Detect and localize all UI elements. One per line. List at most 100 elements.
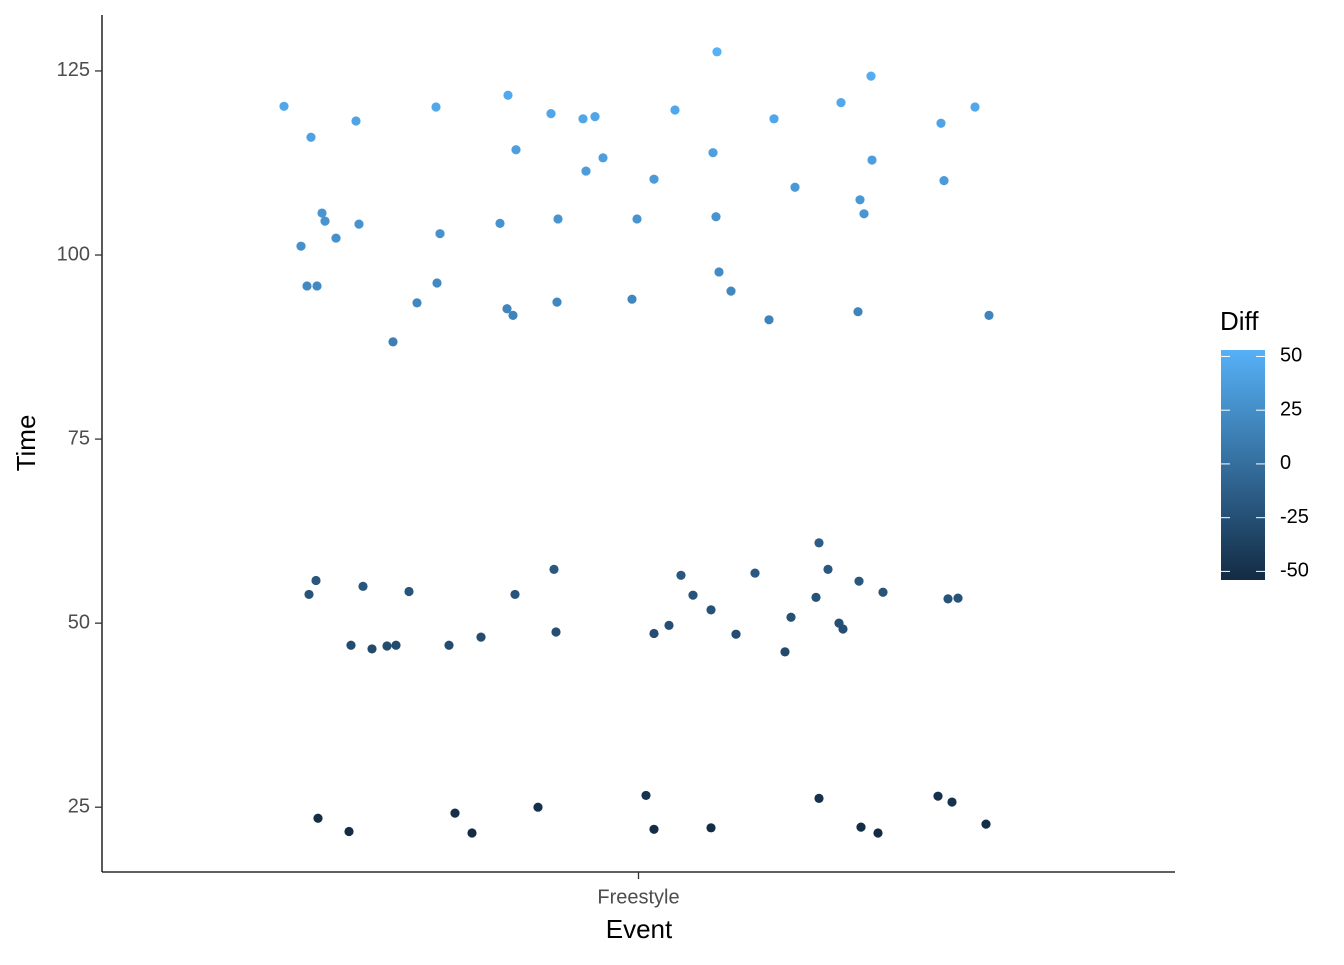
point	[664, 620, 674, 630]
point	[476, 632, 486, 642]
point	[627, 294, 637, 304]
point	[502, 304, 512, 314]
point	[814, 538, 824, 548]
point	[769, 114, 779, 124]
point	[708, 148, 718, 158]
point	[859, 209, 869, 219]
point	[854, 576, 864, 586]
point	[320, 216, 330, 226]
point	[873, 828, 883, 838]
point	[823, 564, 833, 574]
point	[508, 310, 518, 320]
point	[431, 102, 441, 112]
point	[404, 586, 414, 597]
point	[981, 819, 991, 829]
point	[304, 589, 314, 600]
point	[331, 233, 341, 243]
point	[510, 589, 520, 600]
point	[867, 155, 877, 165]
y-tick-label: 25	[68, 795, 90, 817]
colorbar-label: 25	[1280, 398, 1302, 420]
point	[780, 647, 790, 657]
point	[790, 182, 800, 192]
point	[549, 564, 559, 574]
point	[726, 286, 736, 296]
point	[552, 297, 562, 307]
point	[391, 640, 401, 650]
y-tick-label: 125	[57, 59, 90, 81]
point	[814, 793, 824, 803]
point	[533, 802, 543, 812]
point	[344, 826, 354, 837]
point	[953, 593, 963, 603]
point	[435, 229, 445, 239]
point	[649, 174, 659, 184]
point	[811, 592, 821, 602]
point	[676, 570, 686, 580]
y-tick-label: 75	[68, 427, 90, 449]
legend-title: Diff	[1220, 306, 1259, 336]
point	[838, 624, 848, 634]
y-tick-label: 100	[57, 243, 90, 265]
point	[711, 212, 721, 222]
point	[706, 605, 716, 615]
point	[836, 98, 846, 108]
point	[943, 594, 953, 604]
point	[590, 112, 600, 122]
point	[511, 145, 521, 155]
point	[306, 132, 316, 142]
point	[688, 590, 698, 600]
colorbar-label: 50	[1280, 345, 1302, 367]
point	[598, 153, 608, 163]
point	[764, 315, 774, 325]
point	[878, 587, 888, 597]
point	[279, 101, 289, 111]
point	[649, 824, 659, 834]
point	[450, 808, 460, 818]
point	[984, 310, 994, 320]
point	[970, 102, 980, 112]
point	[731, 629, 741, 639]
point	[853, 307, 863, 317]
point	[312, 281, 322, 291]
point	[317, 208, 327, 218]
point	[786, 612, 796, 622]
y-axis-title: Time	[11, 415, 41, 472]
point	[578, 114, 588, 124]
point	[358, 581, 368, 591]
point	[706, 823, 716, 833]
point	[495, 218, 505, 228]
point	[311, 575, 321, 586]
point	[296, 241, 306, 251]
x-tick-label: Freestyle	[597, 886, 679, 908]
point	[649, 628, 659, 639]
point	[939, 176, 949, 186]
point	[714, 267, 724, 277]
point	[866, 71, 876, 81]
colorbar	[1221, 350, 1265, 580]
point	[382, 641, 392, 651]
point	[551, 627, 561, 637]
point	[503, 90, 513, 100]
y-tick-label: 50	[68, 611, 90, 633]
point	[467, 828, 477, 838]
point	[856, 822, 866, 832]
point	[581, 166, 591, 176]
point	[947, 797, 957, 807]
point	[553, 214, 563, 224]
point	[351, 116, 361, 126]
point	[712, 47, 722, 57]
point	[432, 278, 442, 288]
colorbar-label: -50	[1280, 560, 1309, 582]
point	[412, 298, 422, 308]
point	[354, 219, 364, 229]
point	[750, 568, 760, 578]
x-axis-title: Event	[606, 914, 673, 944]
point	[546, 109, 556, 119]
point	[444, 640, 454, 650]
point	[933, 791, 943, 801]
point	[936, 118, 946, 128]
point	[388, 337, 398, 347]
point	[641, 790, 651, 801]
